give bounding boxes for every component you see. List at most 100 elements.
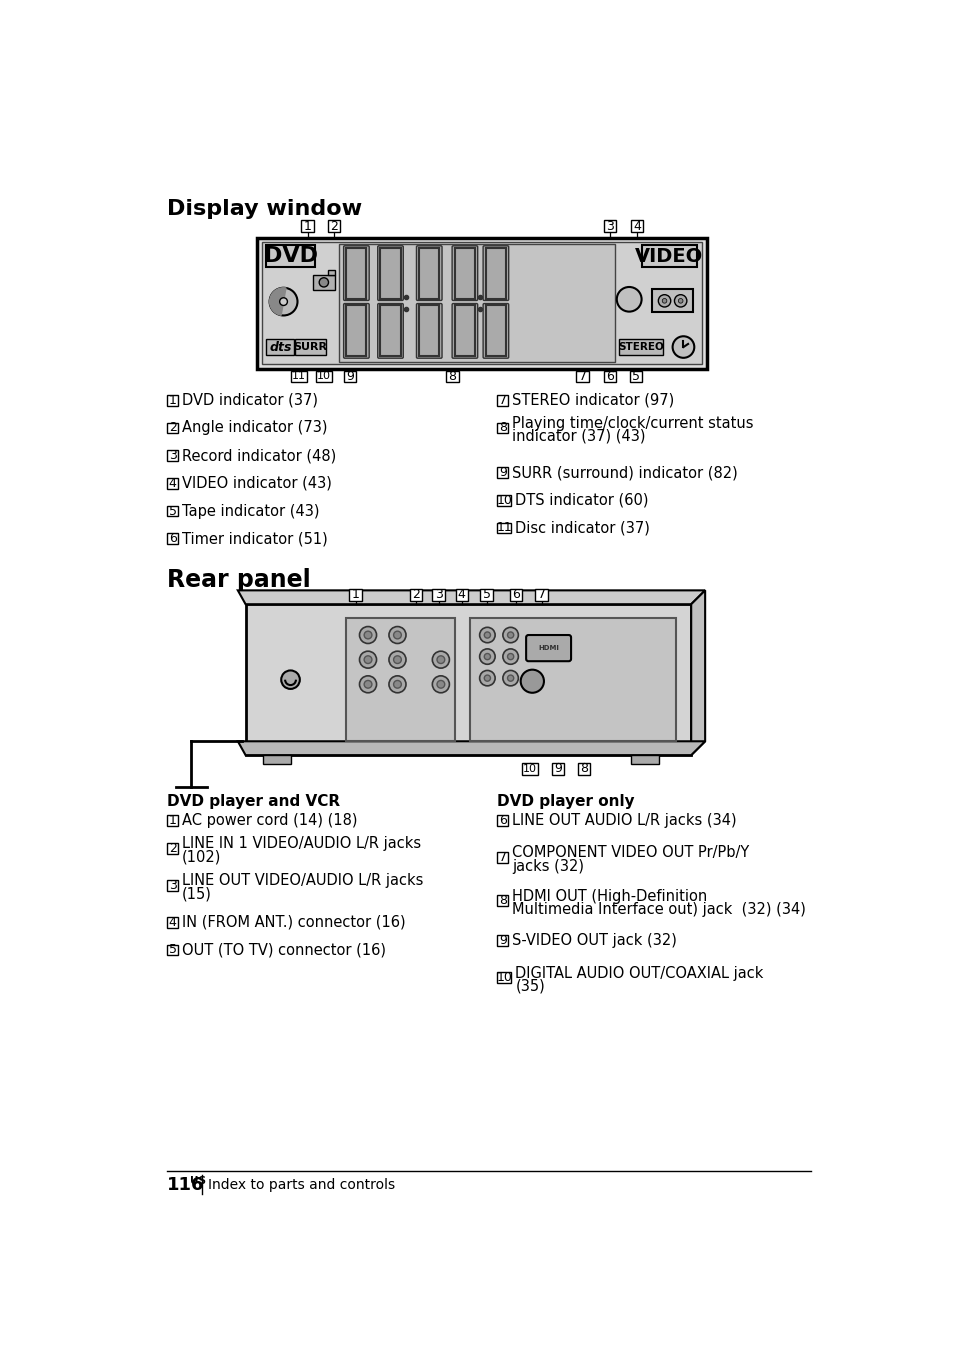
Text: IN (FROM ANT.) connector (16): IN (FROM ANT.) connector (16) — [182, 915, 405, 930]
Bar — [291, 370, 307, 383]
Text: 8: 8 — [498, 894, 506, 907]
Circle shape — [279, 297, 287, 306]
Text: Angle indicator (73): Angle indicator (73) — [182, 420, 327, 435]
Circle shape — [394, 680, 401, 688]
Circle shape — [502, 627, 517, 642]
Bar — [535, 589, 547, 600]
Text: (35): (35) — [515, 979, 544, 994]
Text: Index to parts and controls: Index to parts and controls — [208, 1178, 395, 1192]
FancyBboxPatch shape — [525, 635, 571, 661]
Text: indicator (37) (43): indicator (37) (43) — [512, 429, 645, 443]
Bar — [262, 756, 291, 764]
Text: 4: 4 — [169, 915, 176, 929]
Text: Tape indicator (43): Tape indicator (43) — [182, 503, 319, 519]
Text: 2: 2 — [169, 422, 176, 434]
Text: 6: 6 — [605, 370, 613, 383]
Text: VIDEO indicator (43): VIDEO indicator (43) — [182, 476, 332, 491]
Bar — [294, 339, 326, 354]
Text: 116: 116 — [167, 1176, 205, 1194]
Text: 10: 10 — [496, 971, 512, 984]
Text: LINE OUT AUDIO L/R jacks (34): LINE OUT AUDIO L/R jacks (34) — [512, 813, 736, 827]
Text: 1: 1 — [169, 814, 176, 827]
Circle shape — [359, 626, 376, 644]
Bar — [245, 604, 691, 756]
Text: Rear panel: Rear panel — [167, 568, 311, 592]
Bar — [328, 270, 335, 274]
Circle shape — [270, 288, 297, 315]
Bar — [349, 589, 361, 600]
FancyBboxPatch shape — [482, 246, 508, 300]
Bar — [551, 764, 563, 775]
Bar — [167, 945, 178, 956]
Text: 5: 5 — [169, 504, 176, 518]
FancyBboxPatch shape — [377, 246, 403, 300]
Text: SURR: SURR — [294, 342, 327, 352]
Text: STEREO indicator (97): STEREO indicator (97) — [512, 392, 674, 408]
Bar — [630, 220, 642, 233]
Bar — [521, 764, 537, 775]
Text: Record indicator (48): Record indicator (48) — [182, 448, 335, 464]
Bar — [344, 370, 356, 383]
Circle shape — [432, 652, 449, 668]
Bar — [497, 468, 508, 479]
Text: Timer indicator (51): Timer indicator (51) — [182, 531, 328, 546]
Bar — [167, 917, 178, 927]
Text: DVD player and VCR: DVD player and VCR — [167, 794, 340, 808]
Bar — [167, 842, 178, 853]
Circle shape — [432, 676, 449, 692]
Bar — [167, 450, 178, 461]
Text: DVD player only: DVD player only — [497, 794, 635, 808]
Bar — [497, 815, 508, 826]
Circle shape — [484, 675, 490, 681]
Text: 6: 6 — [512, 588, 519, 602]
Text: 9: 9 — [498, 466, 506, 479]
Text: AC power cord (14) (18): AC power cord (14) (18) — [182, 813, 357, 827]
Text: Multimedia Interface out) jack  (32) (34): Multimedia Interface out) jack (32) (34) — [512, 902, 805, 917]
Text: VIDEO: VIDEO — [635, 246, 703, 266]
Text: 1: 1 — [352, 588, 359, 602]
Bar — [497, 895, 508, 906]
Text: Display window: Display window — [167, 199, 362, 219]
Text: 2: 2 — [412, 588, 419, 602]
Circle shape — [507, 653, 513, 660]
Bar — [497, 495, 511, 506]
Bar — [497, 852, 508, 863]
FancyBboxPatch shape — [452, 304, 477, 358]
Circle shape — [319, 277, 328, 287]
Text: 3: 3 — [169, 879, 176, 892]
Bar — [652, 289, 692, 312]
Circle shape — [484, 631, 490, 638]
Bar — [313, 274, 335, 291]
Circle shape — [359, 676, 376, 692]
Bar — [338, 243, 615, 362]
Polygon shape — [237, 591, 704, 604]
Text: 1: 1 — [169, 393, 176, 407]
Circle shape — [502, 671, 517, 685]
Text: HDMI OUT (High-Definition: HDMI OUT (High-Definition — [512, 888, 707, 903]
Circle shape — [658, 295, 670, 307]
Bar — [257, 238, 706, 369]
Text: 11: 11 — [496, 522, 512, 534]
Text: Playing time/clock/current status: Playing time/clock/current status — [512, 416, 753, 431]
Text: 9: 9 — [346, 370, 354, 383]
Text: 8: 8 — [579, 763, 588, 776]
Text: Disc indicator (37): Disc indicator (37) — [515, 521, 649, 535]
Text: LINE IN 1 VIDEO/AUDIO L/R jacks: LINE IN 1 VIDEO/AUDIO L/R jacks — [182, 836, 420, 852]
Text: 7: 7 — [498, 850, 506, 864]
Text: (102): (102) — [182, 849, 221, 864]
Bar — [167, 479, 178, 488]
Text: 4: 4 — [169, 477, 176, 489]
Bar — [509, 589, 521, 600]
Text: 3: 3 — [605, 219, 613, 233]
Text: 10: 10 — [316, 372, 331, 381]
Bar — [630, 756, 658, 764]
Text: 4: 4 — [633, 219, 640, 233]
Text: 9: 9 — [554, 763, 561, 776]
Bar — [167, 815, 178, 826]
Text: US: US — [190, 1176, 206, 1186]
Text: 4: 4 — [457, 588, 465, 602]
Circle shape — [436, 656, 444, 664]
Circle shape — [479, 627, 495, 642]
Text: 3: 3 — [169, 449, 176, 462]
FancyBboxPatch shape — [377, 304, 403, 358]
